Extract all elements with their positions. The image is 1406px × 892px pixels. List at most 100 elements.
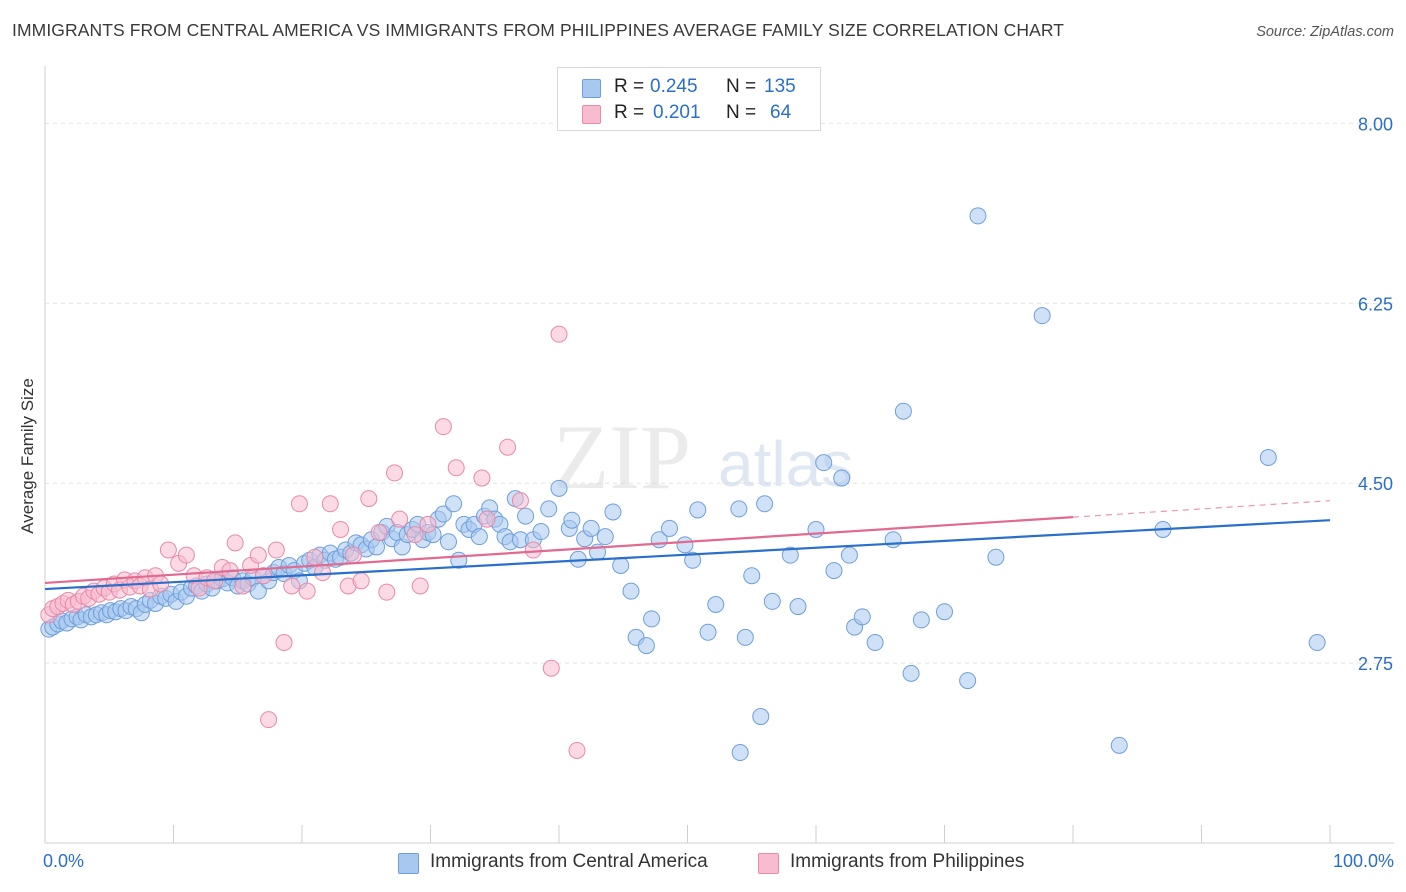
- point-central-america: [840, 546, 858, 564]
- point-philippines: [550, 325, 568, 343]
- point-central-america: [689, 501, 707, 519]
- point-central-america: [763, 592, 781, 610]
- trend-line-philippines: [44, 516, 1074, 585]
- legend-r-label: R =: [614, 102, 645, 123]
- point-central-america: [540, 500, 558, 518]
- point-central-america: [1308, 634, 1326, 652]
- point-philippines: [254, 567, 272, 585]
- legend-r-value: 0.201: [653, 102, 701, 123]
- point-central-america: [676, 536, 694, 554]
- point-philippines: [344, 546, 362, 564]
- legend-swatch-philippines: [582, 105, 601, 124]
- trend-line-central-america: [44, 519, 1331, 591]
- y-tick-label: 2.75: [1358, 654, 1393, 674]
- legend-n-value: 64: [770, 102, 792, 123]
- point-philippines: [332, 520, 350, 538]
- point-central-america: [756, 495, 774, 513]
- point-central-america: [736, 628, 754, 646]
- point-central-america: [707, 596, 725, 614]
- point-central-america: [643, 610, 661, 628]
- x-tick-label-max: 100.0%: [1332, 851, 1394, 871]
- point-philippines: [378, 583, 396, 601]
- point-central-america: [604, 503, 622, 521]
- point-philippines: [499, 438, 517, 456]
- point-philippines: [234, 577, 252, 595]
- point-central-america: [1033, 307, 1051, 325]
- y-tick-label: 8.00: [1358, 114, 1393, 134]
- y-tick-label: 4.50: [1358, 474, 1393, 494]
- point-philippines: [478, 510, 496, 528]
- point-central-america: [730, 500, 748, 518]
- point-central-america: [743, 567, 761, 585]
- point-philippines: [419, 515, 437, 533]
- point-central-america: [434, 505, 452, 523]
- bottom-legend-label-central-america: Immigrants from Central America: [430, 851, 708, 872]
- point-central-america: [789, 598, 807, 616]
- point-central-america: [807, 520, 825, 538]
- point-central-america: [661, 519, 679, 537]
- point-central-america: [637, 637, 655, 655]
- point-philippines: [352, 572, 370, 590]
- point-central-america: [781, 546, 799, 564]
- point-philippines: [568, 741, 586, 759]
- point-philippines: [524, 541, 542, 559]
- chart-title: IMMIGRANTS FROM CENTRAL AMERICA VS IMMIG…: [12, 20, 1065, 40]
- point-philippines: [249, 546, 267, 564]
- legend-n-label: N =: [726, 102, 757, 123]
- watermark-atlas: atlas: [718, 428, 853, 500]
- point-philippines: [386, 464, 404, 482]
- point-philippines: [267, 541, 285, 559]
- point-philippines: [511, 492, 529, 510]
- point-central-america: [833, 469, 851, 487]
- correlation-legend: R = 0.245 N = 135 R = 0.201 N = 64: [557, 67, 821, 131]
- y-tick-label: 6.25: [1358, 294, 1393, 314]
- axes: [44, 66, 1394, 844]
- point-central-america: [969, 207, 987, 225]
- point-central-america: [563, 511, 581, 529]
- point-central-america: [912, 611, 930, 629]
- point-central-america: [825, 562, 843, 580]
- point-philippines: [360, 490, 378, 508]
- point-philippines: [306, 548, 324, 566]
- point-central-america: [936, 603, 953, 621]
- point-central-america: [959, 672, 977, 690]
- point-philippines: [321, 495, 339, 513]
- legend-n-label: N =: [726, 76, 757, 97]
- bottom-legend-label-philippines: Immigrants from Philippines: [790, 851, 1025, 872]
- point-central-america: [582, 519, 600, 537]
- point-philippines: [391, 510, 409, 528]
- point-central-america: [853, 608, 871, 626]
- point-philippines: [314, 564, 332, 582]
- y-tick-labels: 2.75 4.50 6.25 8.00: [1358, 114, 1393, 674]
- watermark-zip: ZIP: [553, 406, 691, 508]
- point-central-america: [731, 744, 749, 762]
- point-philippines: [447, 459, 465, 477]
- point-central-america: [612, 556, 630, 574]
- point-central-america: [470, 528, 488, 546]
- point-philippines: [473, 469, 491, 487]
- legend-r-label: R =: [614, 76, 645, 97]
- point-central-america: [249, 582, 267, 600]
- legend-swatch-central-america: [582, 79, 601, 98]
- point-philippines: [542, 659, 560, 677]
- point-central-america: [532, 523, 550, 541]
- point-philippines: [434, 418, 452, 436]
- point-central-america: [368, 538, 386, 556]
- point-central-america: [752, 708, 770, 726]
- point-philippines: [159, 541, 177, 559]
- watermark: ZIP atlas: [553, 406, 853, 508]
- point-central-america: [439, 533, 457, 551]
- point-philippines: [275, 634, 293, 652]
- point-central-america: [866, 634, 884, 652]
- point-philippines: [226, 534, 244, 552]
- point-central-america: [699, 623, 717, 641]
- bottom-legend-swatch-philippines: [758, 853, 779, 874]
- point-central-america: [987, 548, 1005, 566]
- point-central-america: [1110, 736, 1128, 754]
- point-central-america: [902, 664, 920, 682]
- point-central-america: [684, 551, 702, 569]
- point-central-america: [445, 495, 463, 513]
- trend-line-philippines-extension: [1072, 500, 1331, 518]
- point-philippines: [290, 495, 308, 513]
